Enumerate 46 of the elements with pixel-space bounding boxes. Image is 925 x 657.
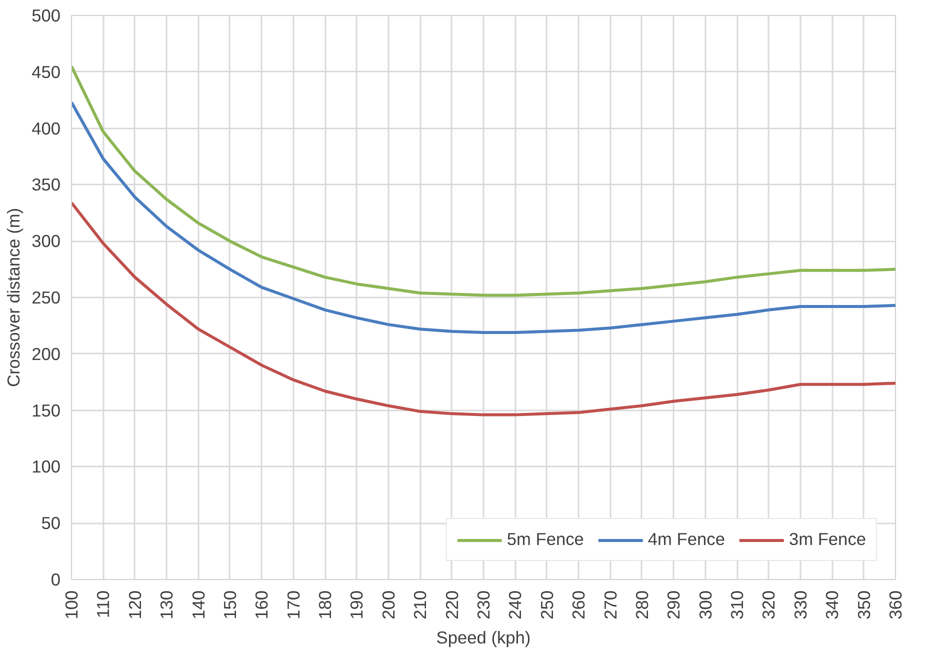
- y-tick-label: 0: [50, 570, 61, 590]
- line-series: [72, 100, 896, 334]
- y-tick-label: 200: [32, 344, 61, 364]
- x-tick-label: 170: [283, 590, 304, 620]
- x-tick-label: 200: [378, 590, 398, 620]
- x-tick-label: 270: [600, 590, 620, 620]
- x-tick-label: 150: [220, 590, 240, 620]
- legend-label: 4m Fence: [648, 529, 725, 550]
- y-tick-label: 350: [32, 174, 61, 195]
- x-tick-label: 230: [474, 590, 494, 620]
- x-tick-label: 360: [886, 590, 906, 620]
- x-tick-label: 210: [410, 590, 430, 620]
- x-tick-label: 310: [727, 590, 748, 620]
- x-tick-label: 250: [536, 590, 557, 620]
- x-tick-label: 340: [822, 590, 842, 620]
- x-tick-label: 290: [664, 590, 684, 620]
- x-tick-label: 260: [568, 590, 589, 620]
- x-tick-label: 220: [442, 590, 462, 620]
- x-tick-label: 140: [188, 590, 208, 620]
- x-tick-label: 110: [93, 590, 114, 618]
- y-tick-label: 50: [41, 513, 61, 534]
- line-series: [72, 201, 896, 416]
- x-tick-label: 120: [124, 590, 145, 620]
- x-tick-label: 330: [790, 590, 810, 620]
- y-tick-label: 100: [32, 456, 61, 477]
- x-tick-label: 180: [315, 590, 336, 620]
- legend-label: 3m Fence: [788, 529, 866, 550]
- x-tick-label: 100: [62, 590, 82, 620]
- x-tick-label: 320: [758, 590, 779, 620]
- y-tick-label: 150: [32, 400, 61, 420]
- y-tick-label: 500: [32, 6, 61, 26]
- y-axis-title: Crossover distance (m): [4, 208, 24, 388]
- y-tick-label: 300: [32, 231, 61, 252]
- line-series: [72, 64, 896, 297]
- x-tick-label: 160: [252, 590, 272, 620]
- x-tick-label: 240: [505, 590, 526, 620]
- x-axis-title: Speed (kph): [436, 627, 531, 648]
- x-tick-label: 280: [632, 590, 652, 620]
- x-tick-label: 190: [346, 590, 367, 620]
- y-tick-label: 450: [32, 62, 61, 82]
- legend-label: 5m Fence: [506, 529, 584, 550]
- y-tick-label: 250: [32, 288, 61, 308]
- y-tick-label: 400: [32, 118, 61, 138]
- x-tick-label: 300: [695, 590, 716, 620]
- x-tick-label: 130: [156, 590, 177, 620]
- x-tick-label: 350: [854, 590, 874, 620]
